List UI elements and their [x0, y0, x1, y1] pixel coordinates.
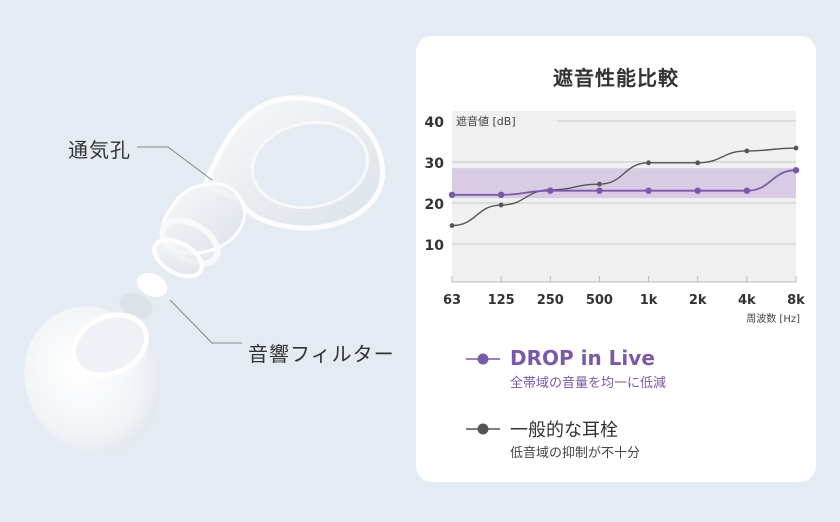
earplug-drawing — [24, 95, 385, 454]
legend-label: 一般的な耳栓 — [510, 420, 618, 441]
data-point — [547, 187, 554, 194]
y-axis-label: 遮音値 [dB] — [456, 114, 516, 128]
legend-marker-purple-icon — [466, 353, 500, 365]
callout-vent: 通気孔 — [68, 138, 131, 162]
legend-description: 低音域の抑制が不十分 — [510, 446, 641, 461]
data-point — [792, 167, 800, 174]
x-tick-label: 2k — [689, 293, 707, 308]
x-tick-label: 4k — [738, 293, 756, 308]
data-point — [497, 191, 505, 198]
y-tick-label: 20 — [425, 197, 445, 213]
data-point — [498, 202, 504, 208]
data-point — [596, 187, 603, 194]
data-point — [744, 148, 750, 154]
x-axis-label: 周波数 [Hz] — [746, 312, 800, 325]
legend-marker-gray-icon — [466, 423, 500, 435]
data-point — [645, 187, 652, 194]
data-point — [694, 187, 701, 194]
data-point — [695, 160, 701, 166]
x-tick-label: 63 — [443, 293, 461, 308]
legend-description: 全帯域の音量を均一に低減 — [510, 376, 667, 391]
data-point — [597, 181, 602, 187]
y-tick-label: 40 — [425, 115, 445, 131]
noise-reduction-chart: 10 20 30 40 遮音値 [dB] 63 125 250 500 1k 2k 4k 8k 周波数 [… — [425, 111, 805, 325]
data-point — [448, 191, 456, 198]
earplug-illustration: 通気孔 音響フィルター — [0, 0, 410, 518]
chart-title: 遮音性能比較 — [553, 66, 679, 90]
legend-label: DROP in Live — [510, 346, 655, 370]
callout-filter: 音響フィルター — [248, 342, 395, 366]
data-point — [793, 145, 799, 151]
data-point — [449, 223, 455, 228]
data-point — [646, 160, 651, 166]
x-tick-label: 250 — [537, 293, 564, 308]
y-tick-label: 10 — [425, 238, 445, 254]
x-tick-label: 125 — [488, 293, 515, 308]
x-tick-label: 8k — [787, 293, 805, 308]
data-point — [743, 187, 751, 194]
y-tick-label: 30 — [425, 156, 445, 172]
x-tick-label: 1k — [640, 293, 658, 308]
x-tick-label: 500 — [586, 293, 613, 308]
comparison-card: 遮音性能比較 10 20 30 40 遮音値 [dB] 63 125 250 500 1k 2k 4k… — [416, 36, 816, 482]
